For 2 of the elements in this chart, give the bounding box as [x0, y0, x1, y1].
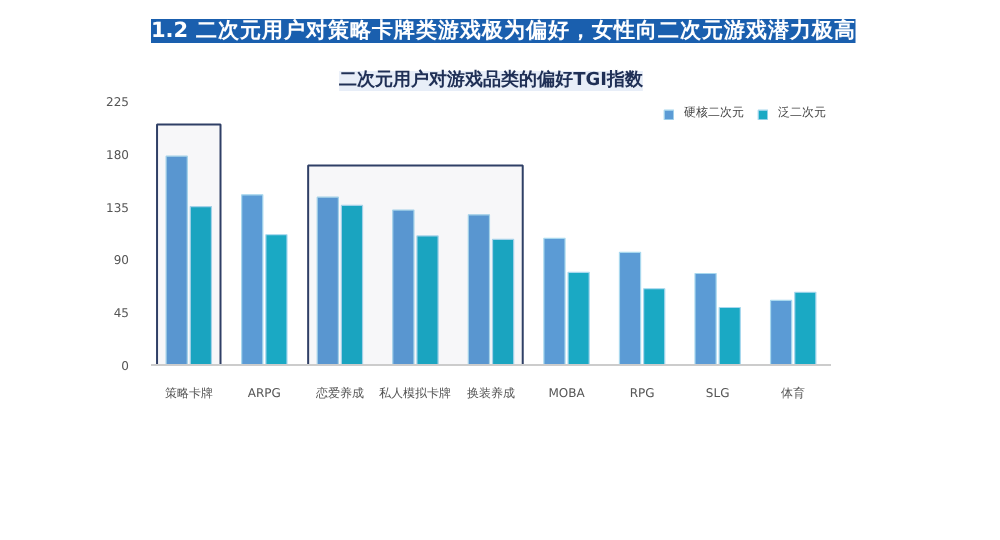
- chart-subtitle: 二次元用户对游戏品类的偏好TGI指数: [339, 69, 645, 91]
- chart-title: 1.2 二次元用户对策略卡牌类游戏极为偏好，女性向二次元游戏潜力极高: [151, 17, 856, 43]
